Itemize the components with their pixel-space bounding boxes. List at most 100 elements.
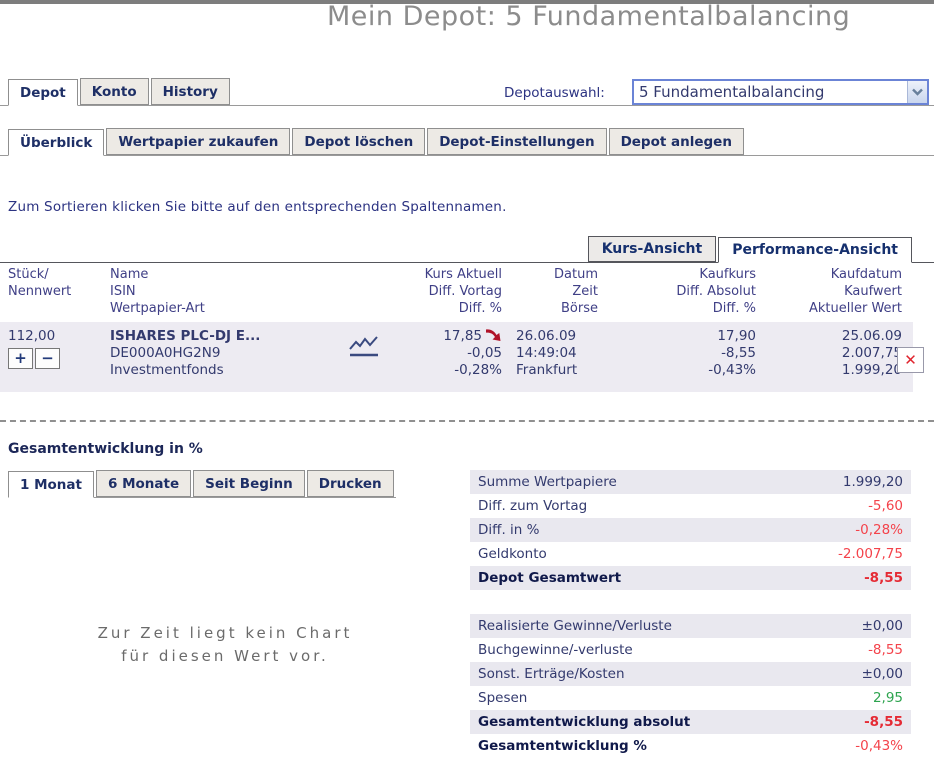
summary-value: -5,60 [868,498,903,514]
mini-chart-icon[interactable] [347,334,383,360]
security-isin: DE000A0HG2N9 [110,345,221,361]
current-price: 17,85 [443,328,482,344]
tab-6-monate[interactable]: 6 Monate [95,470,192,497]
action-tabstrip: Überblick Wertpapier zukaufen Depot lösc… [0,128,934,156]
summary-value: 2,95 [872,690,903,706]
summary-block-gap [470,590,911,614]
buy-value: 2.007,75 [841,345,902,361]
summary-row: Realisierte Gewinne/Verluste ±0,00 [470,614,911,638]
column-header-line: Kurs Aktuell [424,267,502,282]
column-header-line: Kaufdatum [830,267,902,282]
summary-row: Buchgewinne/-verluste -8,55 [470,638,911,662]
column-header-value[interactable]: Kaufdatum Kaufwert Aktueller Wert [756,266,902,317]
depot-select[interactable]: 5 Fundamentalbalancing [632,79,929,105]
column-header-line: Diff. % [458,301,502,316]
column-header-line: Börse [561,301,598,316]
tab-depot-einstellungen[interactable]: Depot-Einstellungen [427,128,607,155]
summary-label: Gesamtentwicklung absolut [478,714,691,730]
view-tabstrip: Kurs-Ansicht Performance-Ansicht [0,236,934,263]
column-header-quantity[interactable]: Stück/ Nennwert [8,266,110,317]
depot-select-value: 5 Fundamentalbalancing [639,83,825,101]
summary-label: Sonst. Erträge/Kosten [478,666,625,682]
tab-depot-anlegen[interactable]: Depot anlegen [608,128,744,155]
summary-value: ±0,00 [861,666,903,682]
tab-seit-beginn[interactable]: Seit Beginn [193,470,305,497]
column-header-buy[interactable]: Kaufkurs Diff. Absolut Diff. % [598,266,756,317]
summary-row: Sonst. Erträge/Kosten ±0,00 [470,662,911,686]
summary-label: Realisierte Gewinne/Verluste [478,618,672,634]
summary-label: Geldkonto [478,546,547,562]
tab-drucken[interactable]: Drucken [306,470,394,497]
summary-value: 1.999,20 [842,474,903,490]
tab-kurs-ansicht[interactable]: Kurs-Ansicht [587,236,717,262]
increase-quantity-button[interactable]: + [8,348,33,369]
dashed-separator [0,420,934,422]
current-price-line: 17,85 [398,328,502,345]
tab-depot-loeschen[interactable]: Depot löschen [292,128,426,155]
summary-row: Geldkonto -2.007,75 [470,542,911,566]
diff-prev-day: -0,05 [467,345,502,361]
column-header-line: Kaufwert [844,284,902,299]
summary-label: Diff. zum Vortag [478,498,588,514]
summary-row: Spesen 2,95 [470,686,911,710]
tab-history[interactable]: History [150,78,230,105]
summary-row-total: Depot Gesamtwert -8,55 [470,566,911,590]
column-header-price[interactable]: Kurs Aktuell Diff. Vortag Diff. % [398,266,502,317]
holdings-table-row: 112,00 + − ISHARES PLC-DJ E... DE000A0HG… [0,322,913,392]
main-nav-tabstrip: Depot Konto History [0,78,934,106]
summary-label: Spesen [478,690,528,706]
price-down-arrow-icon [486,329,501,341]
summary-label: Diff. in % [478,522,540,538]
column-header-line: Diff. % [712,301,756,316]
column-header-line: Wertpapier-Art [110,301,205,316]
column-header-line: Name [110,267,149,282]
buy-price: 17,90 [717,328,756,344]
summary-row: Summe Wertpapiere 1.999,20 [470,470,911,494]
quantity-stepper: + − [8,348,110,369]
summary-value: -8,55 [864,714,903,730]
summary-value: -8,55 [864,570,903,586]
current-value: 1.999,20 [841,362,902,378]
quantity-value: 112,00 [8,328,56,344]
summary-table: Summe Wertpapiere 1.999,20 Diff. zum Vor… [470,470,911,758]
page-title: Mein Depot: 5 Fundamentalbalancing [327,1,851,32]
column-header-line: Diff. Vortag [428,284,502,299]
depot-select-arrow-button[interactable] [907,81,927,103]
buy-date: 25.06.09 [841,328,902,344]
column-header-line: Zeit [572,284,598,299]
security-type: Investmentfonds [110,362,224,378]
summary-label: Summe Wertpapiere [478,474,617,490]
security-name[interactable]: ISHARES PLC-DJ E... [110,328,261,344]
summary-value: -0,28% [855,522,903,538]
tab-ueberblick[interactable]: Überblick [8,129,105,156]
tab-performance-ansicht[interactable]: Performance-Ansicht [718,237,912,263]
tab-depot[interactable]: Depot [8,79,78,106]
column-header-date[interactable]: Datum Zeit Börse [502,266,598,317]
quote-time: 14:49:04 [516,345,577,361]
diff-percent: -0,28% [454,362,502,378]
delete-position-button[interactable]: ✕ [897,347,924,373]
tab-1-monat[interactable]: 1 Monat [8,471,94,498]
column-header-line: Stück/ [8,267,49,282]
quote-date: 26.06.09 [516,328,577,344]
sort-hint-text: Zum Sortieren klicken Sie bitte auf den … [8,199,507,215]
summary-label: Buchgewinne/-verluste [478,642,633,658]
column-header-line: Aktueller Wert [809,301,902,316]
column-header-line: Kaufkurs [699,267,756,282]
column-header-name[interactable]: Name ISIN Wertpapier-Art [110,266,332,317]
performance-section-heading: Gesamtentwicklung in % [8,441,203,457]
summary-row-total: Gesamtentwicklung % -0,43% [470,734,911,758]
summary-label: Depot Gesamtwert [478,570,622,586]
decrease-quantity-button[interactable]: − [35,348,60,369]
period-tabstrip: 1 Monat 6 Monate Seit Beginn Drucken [8,470,396,498]
chart-placeholder-line1: Zur Zeit liegt kein Chart [97,624,353,642]
tab-konto[interactable]: Konto [79,78,149,105]
summary-row: Diff. in % -0,28% [470,518,911,542]
column-header-line: Datum [554,267,598,282]
summary-value: -0,43% [855,738,903,754]
column-header-line: ISIN [110,284,136,299]
quote-exchange: Frankfurt [516,362,578,378]
column-header-chart [332,266,398,317]
tab-wertpapier-zukaufen[interactable]: Wertpapier zukaufen [106,128,291,155]
